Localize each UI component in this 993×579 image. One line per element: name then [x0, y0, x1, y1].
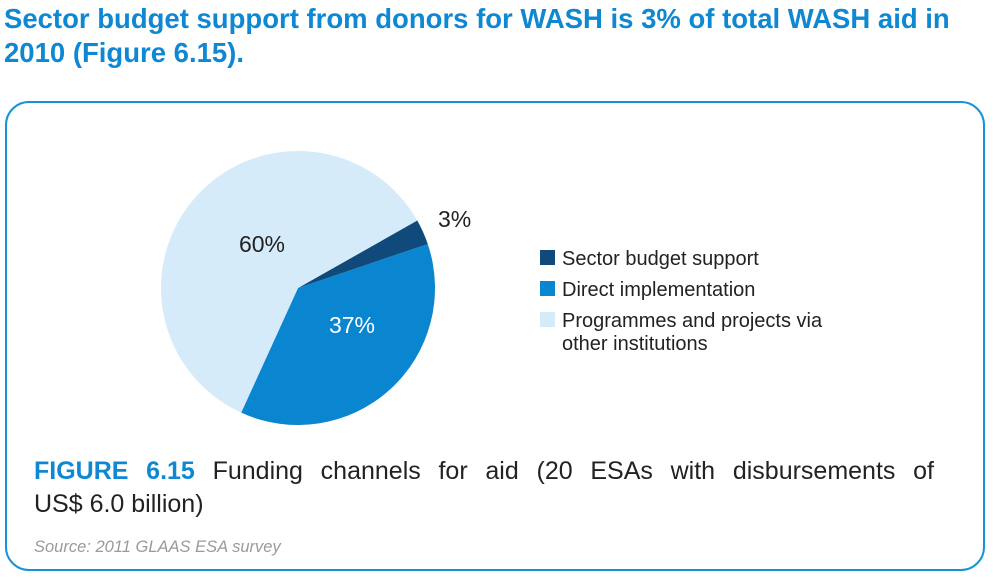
legend-swatch-1: [540, 250, 555, 265]
source-note: Source: 2011 GLAAS ESA survey: [34, 538, 281, 556]
pie-slice-direct-implementation: [241, 244, 435, 425]
pie-slice-programmes-and-projects-via-other-institutions: [161, 151, 418, 413]
legend-swatch-2: [540, 281, 555, 296]
legend-entry-3-line-2: other institutions: [562, 333, 708, 355]
headline: Sector budget support from donors for WA…: [4, 3, 950, 68]
figure-caption: FIGURE 6.15 Funding channels for aid (20…: [34, 455, 934, 488]
pie-label-3pct: 3%: [438, 206, 471, 232]
pie-slice-sector-budget-support: [298, 220, 428, 288]
legend-swatch-3: [540, 312, 555, 327]
pie-label-37pct: 37%: [329, 312, 375, 338]
legend-entry-2-line-1: Direct implementation: [562, 279, 755, 301]
figure-frame: [5, 101, 985, 571]
figure-caption-line-2: US$ 6.0 billion): [34, 490, 204, 518]
figure-caption-text: Funding channels for aid (20 ESAs with d…: [212, 457, 934, 485]
legend-entry-1-line-1: Sector budget support: [562, 248, 759, 270]
pie-label-60pct: 60%: [239, 231, 285, 257]
figure-label: FIGURE 6.15: [34, 457, 195, 485]
legend-entry-3-line-1: Programmes and projects via: [562, 310, 823, 332]
